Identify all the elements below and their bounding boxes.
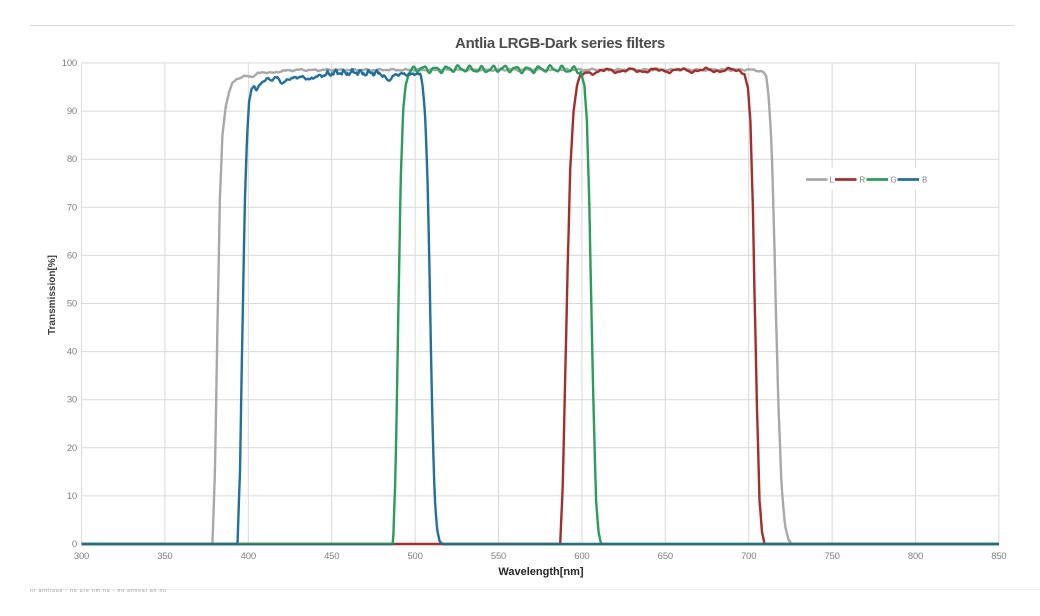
svg-text:90: 90 (67, 106, 77, 117)
svg-text:nr antliaus - no ure nm nu - n: nr antliaus - no ure nm nu - nn anneal a… (30, 588, 167, 594)
svg-text:80: 80 (67, 154, 77, 165)
svg-text:100: 100 (62, 58, 77, 69)
svg-text:850: 850 (991, 551, 1006, 562)
svg-text:800: 800 (908, 551, 923, 562)
svg-text:750: 750 (824, 551, 839, 562)
svg-text:600: 600 (574, 551, 589, 562)
svg-text:40: 40 (67, 347, 77, 358)
svg-text:R: R (860, 176, 866, 185)
svg-text:Transmission[%]: Transmission[%] (47, 255, 58, 335)
svg-text:Wavelength[nm]: Wavelength[nm] (498, 566, 583, 578)
svg-text:L: L (830, 176, 835, 185)
svg-text:450: 450 (324, 551, 339, 562)
svg-text:10: 10 (67, 491, 77, 502)
svg-text:70: 70 (67, 202, 77, 213)
svg-text:50: 50 (67, 299, 77, 310)
svg-text:550: 550 (491, 551, 506, 562)
svg-text:G: G (891, 176, 897, 185)
svg-text:650: 650 (658, 551, 673, 562)
svg-text:Antlia LRGB-Dark series filter: Antlia LRGB-Dark series filters (455, 35, 665, 52)
svg-text:0: 0 (72, 539, 77, 550)
svg-text:30: 30 (67, 395, 77, 406)
svg-text:20: 20 (67, 443, 77, 454)
svg-text:60: 60 (67, 250, 77, 261)
svg-text:500: 500 (407, 551, 422, 562)
svg-text:B: B (922, 176, 927, 185)
svg-text:300: 300 (74, 551, 89, 562)
svg-text:700: 700 (741, 551, 756, 562)
svg-text:400: 400 (241, 551, 256, 562)
svg-text:350: 350 (157, 551, 172, 562)
